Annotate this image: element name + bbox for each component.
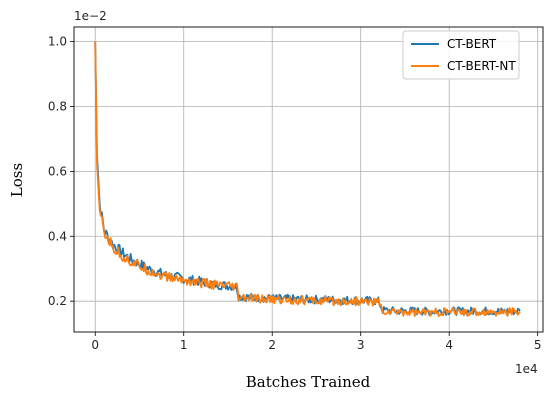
y-tick-label: 0.8 [48,99,67,113]
x-tick-label: 3 [357,338,365,352]
x-offset-label: 1e4 [515,362,538,376]
y-offset-label: 1e−2 [74,9,107,23]
plot-frame [73,26,544,333]
y-axis-title: Loss [8,163,26,197]
x-tick-label: 4 [445,338,453,352]
series-layer [94,41,521,317]
series-line-ct-bert-nt [94,41,521,317]
legend: CT-BERT CT-BERT-NT [402,30,520,80]
axis-ticks: 0 1 2 3 4 5 0.2 0.4 0.6 0.8 1.0 [48,35,542,352]
x-axis-title: Batches Trained [246,373,371,391]
y-tick-label: 0.4 [48,229,67,243]
x-tick-label: 0 [91,338,99,352]
legend-label-ct-bert: CT-BERT [447,37,497,51]
x-tick-label: 5 [534,338,542,352]
y-tick-label: 1.0 [48,35,67,49]
y-tick-label: 0.6 [48,164,67,178]
x-tick-label: 2 [268,338,276,352]
legend-label-ct-bert-nt: CT-BERT-NT [447,59,516,73]
x-tick-label: 1 [180,338,188,352]
y-tick-label: 0.2 [48,294,67,308]
